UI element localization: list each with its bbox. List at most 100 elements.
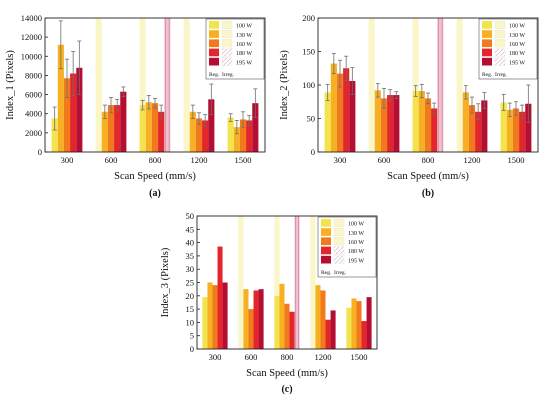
bar [246, 120, 253, 152]
y-tick-label: 10 [186, 317, 195, 327]
x-tick-label: 600 [378, 155, 391, 165]
x-axis-label: Scan Speed (mm/s) [114, 171, 196, 182]
bar [336, 73, 344, 152]
bar [239, 119, 247, 152]
legend-label: 130 W [236, 33, 252, 39]
legend-irreg-label: Irreg. [495, 72, 508, 78]
legend-swatch-irregular [494, 30, 506, 39]
y-tick-label: 100 [302, 80, 315, 90]
y-tick-label: 12000 [21, 32, 42, 42]
bar [346, 307, 352, 349]
x-axis-label: Scan Speed (mm/s) [387, 171, 469, 182]
x-tick-label: 1500 [351, 352, 368, 362]
legend-swatch-regular [209, 39, 219, 48]
irregular-band [456, 18, 463, 152]
bar [393, 95, 400, 152]
bar [258, 289, 264, 349]
y-tick-label: 5 [190, 331, 194, 341]
legend-irreg-label: Irreg. [334, 270, 347, 276]
legend-label: 180 W [236, 51, 252, 57]
bar [284, 303, 290, 349]
panel-label: (c) [281, 384, 292, 395]
bar [330, 63, 337, 153]
y-axis-label: Index_3 (Pixels) [160, 247, 171, 317]
legend-swatch-regular [209, 57, 219, 66]
x-tick-label: 300 [209, 352, 222, 362]
bar [139, 105, 146, 152]
legend-label: 160 W [509, 42, 525, 48]
bar [222, 282, 228, 349]
x-axis-label: Scan Speed (mm/s) [246, 368, 328, 379]
y-tick-label: 20 [186, 291, 195, 301]
x-tick-label: 1200 [315, 352, 332, 362]
bar [481, 100, 488, 152]
bar [274, 295, 280, 349]
bar [315, 285, 321, 349]
irregular-band [294, 216, 300, 349]
bar [320, 290, 326, 349]
legend-label: 100 W [509, 24, 525, 30]
bar [145, 102, 152, 152]
legend-reg-label: Reg. [482, 72, 493, 78]
irregular-band [164, 18, 171, 152]
irregular-band [274, 216, 280, 349]
legend-label: 195 W [348, 258, 364, 264]
bar [233, 127, 240, 152]
y-tick-label: 4000 [25, 109, 42, 119]
x-tick-label: 1500 [508, 155, 525, 165]
bar [217, 246, 223, 349]
bar [208, 99, 215, 152]
legend-reg-label: Reg. [209, 72, 220, 78]
bar [366, 297, 372, 349]
x-tick-label: 600 [105, 155, 118, 165]
bar [343, 68, 350, 152]
legend: 100 W 130 W 160 W 180 W 195 W Reg. Irreg. [478, 18, 538, 80]
bar [207, 282, 213, 349]
legend-box [478, 18, 538, 80]
bar [512, 108, 520, 152]
bar [76, 67, 83, 152]
y-tick-label: 40 [186, 238, 195, 248]
chart-panel-c: 0 5 10 15 20 25 30 35 40 45 50 300 600 800 1200 1500 Sca… [160, 211, 378, 395]
bar [227, 117, 234, 152]
legend-swatch-irregular [494, 20, 506, 29]
legend-label: 100 W [236, 24, 252, 30]
irregular-band [183, 18, 190, 152]
y-tick-label: 6000 [25, 90, 42, 100]
legend-swatch-regular [209, 48, 219, 57]
bar [468, 105, 476, 152]
legend-swatch-regular [321, 219, 331, 227]
legend-label: 180 W [509, 51, 525, 57]
legend-swatch-irregular [494, 48, 506, 57]
legend: 100 W 130 W 160 W 180 W 195 W Reg. Irreg. [205, 18, 265, 80]
irregular-band [310, 216, 316, 349]
irregular-band [139, 18, 146, 152]
legend-swatch-regular [482, 48, 492, 57]
bar [351, 298, 357, 349]
y-tick-label: 150 [302, 47, 315, 57]
legend-swatch-regular [482, 21, 492, 29]
bar [349, 80, 356, 152]
bar [279, 283, 285, 349]
chart-panel-a: 0 2000 4000 6000 8000 10000 12000 14000 300 600 80… [5, 13, 266, 199]
bar [374, 90, 381, 152]
legend-label: 100 W [348, 222, 364, 228]
bar [189, 111, 196, 152]
bar [252, 103, 259, 152]
legend-swatch-irregular [221, 48, 233, 57]
x-tick-label: 800 [281, 352, 294, 362]
chart-panel-b: 0 50 100 150 200 300 600 800 1200 1500 Scan Speed … [279, 13, 539, 199]
legend-swatch-irregular [221, 57, 233, 66]
bar [289, 311, 295, 349]
bar [202, 120, 209, 152]
bar [418, 91, 425, 152]
y-axis-label: Index_1 (Pixels) [5, 50, 16, 120]
panel-label: (a) [149, 188, 161, 199]
irregular-band [437, 18, 444, 152]
legend-swatch-regular [482, 39, 492, 48]
x-tick-label: 1500 [235, 155, 252, 165]
legend-swatch-irregular [221, 39, 233, 48]
legend-swatch-regular [321, 228, 331, 236]
legend-swatch-irregular [494, 39, 506, 48]
bar [114, 105, 121, 152]
